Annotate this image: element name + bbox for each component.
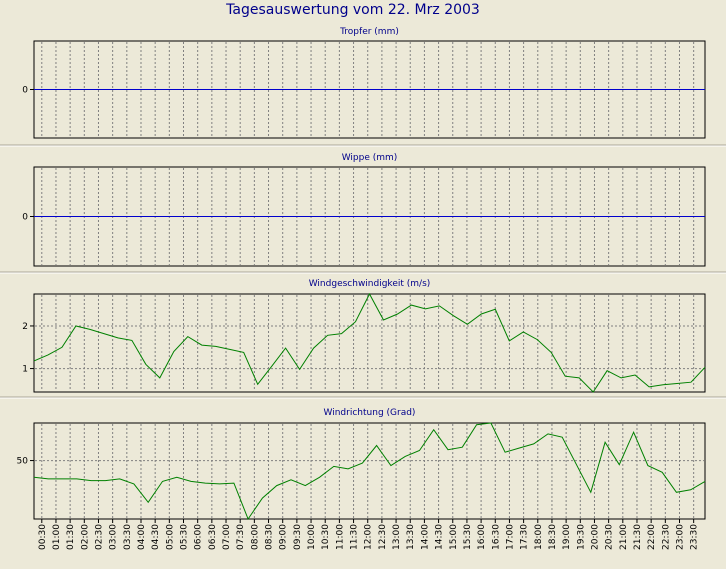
x-tick-label: 11:30 xyxy=(350,524,360,550)
x-tick-label: 06:30 xyxy=(208,524,218,550)
x-tick-label: 04:30 xyxy=(151,524,161,550)
x-tick-label: 17:30 xyxy=(520,524,530,550)
x-tick-label: 17:00 xyxy=(505,524,515,550)
series-line xyxy=(33,422,706,521)
x-tick-label: 22:30 xyxy=(661,524,671,550)
x-tick-label: 00:30 xyxy=(38,524,48,550)
panel-2: Wippe (mm) 0 xyxy=(0,153,726,274)
x-tick-label: 23:00 xyxy=(676,524,686,550)
x-tick-label: 09:30 xyxy=(293,524,303,550)
x-tick-label: 22:00 xyxy=(647,524,657,550)
x-tick-label: 18:30 xyxy=(548,524,558,550)
panel-3: Windgeschwindigkeit (m/s) 1 2 xyxy=(0,279,726,399)
y-tick-label: 0 xyxy=(22,86,28,96)
x-tick-label: 13:00 xyxy=(392,524,402,550)
x-tick-label: 03:00 xyxy=(109,524,119,550)
x-tick-label: 05:30 xyxy=(180,524,190,550)
x-tick-label: 03:30 xyxy=(123,524,133,550)
x-tick-label: 07:00 xyxy=(222,524,232,550)
x-tick-label: 10:30 xyxy=(321,524,331,550)
panel-title: Tropfer (mm) xyxy=(339,27,399,37)
panel-1: Tropfer (mm) 0 xyxy=(0,27,726,147)
y-tick-label: 0 xyxy=(22,213,28,223)
panel-4: Windrichtung (Grad) 50 xyxy=(17,408,706,521)
plot-frame xyxy=(33,422,706,520)
x-tick-label: 05:00 xyxy=(165,524,175,550)
x-tick-label: 15:00 xyxy=(449,524,459,550)
x-tick-label: 01:30 xyxy=(66,524,76,550)
panel-title: Windgeschwindigkeit (m/s) xyxy=(309,279,431,289)
y-tick-label: 1 xyxy=(22,365,28,375)
x-tick-label: 06:00 xyxy=(194,524,204,550)
series-line xyxy=(33,292,706,393)
x-tick-label: 18:00 xyxy=(534,524,544,550)
x-tick-label: 14:30 xyxy=(435,524,445,550)
y-tick-label: 50 xyxy=(17,457,29,467)
x-tick-label: 10:00 xyxy=(307,524,317,550)
plot-frame xyxy=(33,293,706,393)
x-tick-label: 02:00 xyxy=(80,524,90,550)
x-tick-label: 16:00 xyxy=(477,524,487,550)
window-title: Tagesauswertung vom 22. Mrz 2003 xyxy=(225,2,480,18)
x-tick-label: 02:30 xyxy=(95,524,105,550)
x-tick-label: 23:30 xyxy=(690,524,700,550)
x-tick-label: 16:30 xyxy=(491,524,501,550)
x-tick-label: 21:30 xyxy=(633,524,643,550)
x-tick-label: 14:00 xyxy=(420,524,430,550)
x-axis: 00:30 01:00 01:30 02:00 02:30 03:00 03:30 04:00… xyxy=(38,519,700,550)
x-tick-label: 08:30 xyxy=(265,524,275,550)
x-tick-label: 21:00 xyxy=(619,524,629,550)
x-tick-label: 15:30 xyxy=(463,524,473,550)
x-tick-label: 20:00 xyxy=(591,524,601,550)
x-tick-label: 01:00 xyxy=(52,524,62,550)
x-tick-label: 19:30 xyxy=(576,524,586,550)
x-tick-label: 08:00 xyxy=(250,524,260,550)
x-tick-label: 11:00 xyxy=(335,524,345,550)
x-tick-label: 12:00 xyxy=(364,524,374,550)
x-tick-label: 19:00 xyxy=(562,524,572,550)
x-tick-label: 07:30 xyxy=(236,524,246,550)
x-tick-label: 04:00 xyxy=(137,524,147,550)
x-tick-label: 20:30 xyxy=(605,524,615,550)
x-tick-label: 09:00 xyxy=(279,524,289,550)
vertical-grid xyxy=(41,295,695,391)
x-tick-label: 12:30 xyxy=(378,524,388,550)
x-tick-label: 13:30 xyxy=(406,524,416,550)
vertical-grid xyxy=(41,424,695,518)
y-tick-label: 2 xyxy=(22,322,28,332)
panel-title: Wippe (mm) xyxy=(342,153,398,163)
panel-title: Windrichtung (Grad) xyxy=(324,408,416,418)
